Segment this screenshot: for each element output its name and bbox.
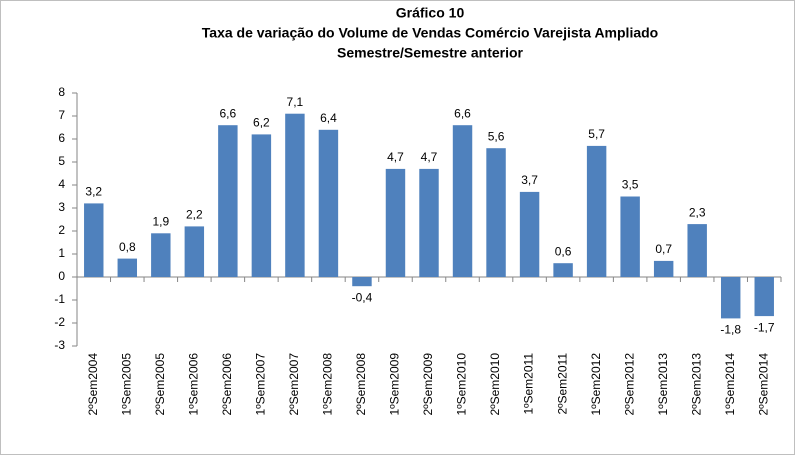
bar (318, 129, 339, 277)
y-tick-label: 6 (58, 131, 65, 145)
bar (218, 125, 238, 277)
bar (720, 277, 741, 319)
x-tick-label: 1ºSem2010 (455, 353, 469, 416)
x-tick-label: 2ºSem2009 (421, 353, 435, 416)
y-tick-label: -2 (54, 315, 65, 329)
x-tick-label: 2ºSem2004 (86, 353, 100, 416)
x-tick-label: 1ºSem2012 (589, 353, 603, 416)
value-label: 4,7 (421, 150, 438, 164)
x-tick-label: 2ºSem2005 (153, 353, 167, 416)
value-label: -1,7 (754, 320, 775, 334)
y-tick-label: 5 (58, 154, 65, 168)
bar (385, 168, 406, 277)
bar (419, 168, 439, 277)
y-tick-label: 3 (58, 200, 65, 214)
bar (586, 145, 607, 277)
chart-title: Gráfico 10 (396, 5, 465, 21)
bar (620, 196, 640, 277)
x-tick-label: 2ºSem2007 (287, 353, 301, 416)
y-tick-label: -1 (54, 292, 65, 306)
value-label: 0,8 (119, 240, 136, 254)
value-label: 6,2 (253, 116, 270, 130)
y-tick-label: 2 (58, 223, 65, 237)
value-label: 7,1 (287, 95, 304, 109)
x-tick-label: 1ºSem2008 (321, 353, 335, 416)
x-tick-label: 2ºSem2012 (622, 353, 636, 416)
value-label: -0,4 (352, 290, 373, 304)
value-label: 0,7 (655, 242, 672, 256)
x-tick-label: 1ºSem2014 (723, 353, 737, 416)
y-tick-label: 4 (58, 177, 65, 191)
x-tick-label: 1ºSem2013 (656, 353, 670, 416)
value-label: 6,4 (320, 111, 337, 125)
x-tick-label: 2ºSem2011 (555, 353, 569, 415)
x-tick-label: 1ºSem2011 (522, 353, 536, 415)
y-tick-label: 7 (58, 108, 65, 122)
value-label: 5,6 (488, 129, 505, 143)
bar (553, 263, 573, 277)
value-label: -1,8 (720, 323, 741, 337)
y-tick-label: 8 (58, 85, 65, 99)
x-tick-label: 2ºSem2008 (354, 353, 368, 416)
bar (519, 191, 540, 277)
bar (84, 203, 104, 277)
bar (452, 125, 473, 277)
value-label: 2,2 (186, 208, 203, 222)
bar (687, 224, 707, 277)
x-tick-label: 1ºSem2009 (388, 353, 402, 416)
chart-subtitle: Taxa de variação do Volume de Vendas Com… (202, 25, 658, 41)
bar (285, 113, 305, 277)
value-label: 2,3 (689, 205, 706, 219)
y-tick-label: 1 (58, 246, 65, 260)
value-label: 0,6 (555, 244, 572, 258)
value-label: 6,6 (220, 106, 237, 120)
x-tick-label: 1ºSem2005 (119, 353, 133, 416)
y-tick-label: 0 (58, 269, 65, 283)
bar (754, 277, 774, 317)
bar (117, 258, 138, 277)
bar (486, 148, 506, 277)
bar (653, 260, 674, 277)
bar (352, 277, 372, 287)
bar (151, 233, 171, 277)
x-tick-label: 2ºSem2010 (488, 353, 502, 416)
value-label: 3,5 (622, 178, 639, 192)
x-tick-label: 1ºSem2006 (187, 353, 201, 416)
value-label: 4,7 (387, 150, 404, 164)
bar (251, 134, 272, 277)
x-tick-label: 2ºSem2013 (689, 353, 703, 416)
value-label: 5,7 (588, 127, 605, 141)
value-label: 1,9 (152, 214, 169, 228)
x-tick-label: 2ºSem2006 (220, 353, 234, 416)
bar (184, 226, 205, 277)
y-tick-label: -3 (54, 338, 65, 352)
value-label: 3,2 (85, 185, 102, 199)
value-label: 6,6 (454, 106, 471, 120)
chart-subtitle: Semestre/Semestre anterior (337, 45, 524, 61)
x-tick-label: 2ºSem2014 (756, 353, 770, 416)
x-tick-label: 1ºSem2007 (254, 353, 268, 416)
value-label: 3,7 (521, 173, 538, 187)
